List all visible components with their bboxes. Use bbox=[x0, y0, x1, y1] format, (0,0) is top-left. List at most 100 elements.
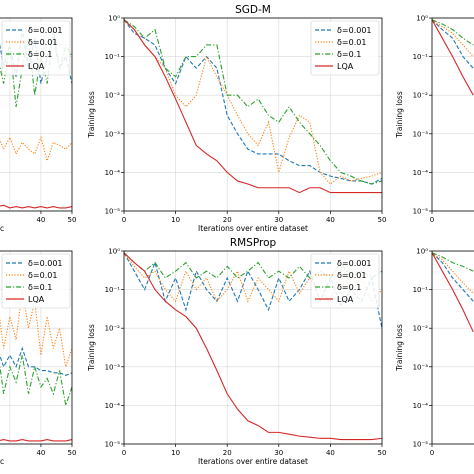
cropped-label: c bbox=[0, 224, 4, 233]
y-tick-label: 10⁻² bbox=[105, 325, 121, 333]
y-tick-label: 10⁻⁵ bbox=[413, 441, 429, 449]
series-group bbox=[432, 252, 474, 333]
x-tick-label: 40 bbox=[326, 449, 335, 457]
series-line-LQA bbox=[432, 19, 474, 96]
x-tick-label: 20 bbox=[223, 449, 232, 457]
legend-box bbox=[1, 253, 71, 309]
series-line-0_01 bbox=[432, 19, 474, 57]
series-line-0_1 bbox=[432, 252, 474, 272]
series-line-0_001 bbox=[432, 252, 474, 302]
x-tick-label: 10 bbox=[171, 216, 180, 224]
axes-frame bbox=[431, 17, 474, 212]
legend: δ=0.001 δ=0.01 δ=0.1 LQA bbox=[310, 253, 380, 309]
legend-box bbox=[1, 20, 71, 76]
legend-label: δ=0.1 bbox=[28, 283, 52, 292]
axes-frame bbox=[431, 250, 474, 445]
series-line-LQA bbox=[124, 252, 382, 441]
y-tick-label: 10⁻³ bbox=[105, 130, 121, 138]
x-tick-label: 50 bbox=[68, 216, 77, 224]
series-group bbox=[0, 289, 72, 442]
panel-3: 40 50 c δ=0.001 δ=0.01 δ=0.1 LQA bbox=[0, 250, 77, 466]
legend-label: δ=0.001 bbox=[28, 26, 63, 35]
x-tick-label: 0 bbox=[430, 216, 434, 224]
legend: δ=0.001 δ=0.01 δ=0.1 LQA bbox=[310, 20, 380, 76]
y-tick-label: 10⁰ bbox=[416, 248, 428, 256]
legend-label: δ=0.1 bbox=[337, 283, 361, 292]
series-line-0_001 bbox=[0, 346, 72, 376]
series-line-0_001 bbox=[124, 19, 382, 185]
series-group bbox=[432, 19, 474, 96]
y-tick-label: 10⁰ bbox=[108, 248, 120, 256]
legend-label: δ=0.001 bbox=[337, 259, 372, 268]
chart-title: RMSProp bbox=[230, 237, 277, 249]
panel-4: 10⁻⁵ 10⁻⁴ 10⁻³ 10⁻² 10⁻¹ 10⁰ 0 10 20 30 40 50 RMSPro… bbox=[87, 237, 386, 466]
y-tick-label: 10⁻⁵ bbox=[105, 441, 121, 449]
legend-label: δ=0.1 bbox=[28, 50, 52, 59]
series-line-LQA bbox=[0, 439, 72, 442]
legend-label: δ=0.1 bbox=[337, 50, 361, 59]
x-tick-label: 50 bbox=[68, 449, 77, 457]
x-tick-label: 40 bbox=[326, 216, 335, 224]
y-tick-label: 10⁻³ bbox=[413, 363, 429, 371]
y-tick-label: 10⁻⁵ bbox=[413, 208, 429, 216]
grid bbox=[432, 251, 474, 444]
y-tick-label: 10⁰ bbox=[108, 15, 120, 23]
panel-2: 10⁻⁵ 10⁻⁴ 10⁻³ 10⁻² 10⁻¹ 10⁰ 0 Training loss bbox=[395, 15, 474, 224]
legend-box bbox=[310, 20, 380, 76]
x-tick-label: 20 bbox=[223, 216, 232, 224]
y-axis-label: Training loss bbox=[87, 324, 96, 372]
panel-1: 10⁻⁵ 10⁻⁴ 10⁻³ 10⁻² 10⁻¹ 10⁰ 0 10 20 30 40 50 SGD-M I… bbox=[87, 4, 386, 233]
series-line-0_1 bbox=[0, 355, 72, 406]
legend-label: δ=0.01 bbox=[28, 38, 57, 47]
x-tick-label: 0 bbox=[430, 449, 434, 457]
legend-label: δ=0.01 bbox=[337, 38, 366, 47]
y-tick-label: 10⁰ bbox=[416, 15, 428, 23]
x-tick-label: 50 bbox=[378, 216, 387, 224]
series-line-LQA bbox=[432, 252, 474, 333]
chart-title: SGD-M bbox=[235, 4, 271, 16]
y-tick-label: 10⁻⁴ bbox=[105, 169, 121, 177]
y-tick-label: 10⁻² bbox=[413, 325, 429, 333]
legend-label: LQA bbox=[337, 295, 354, 304]
grid bbox=[432, 18, 474, 211]
x-tick-label: 40 bbox=[36, 449, 45, 457]
y-tick-label: 10⁻³ bbox=[413, 130, 429, 138]
axes-frame bbox=[123, 17, 383, 212]
x-axis-label: Iterations over entire dataset bbox=[198, 457, 308, 466]
legend: δ=0.001 δ=0.01 δ=0.1 LQA bbox=[1, 20, 71, 76]
panel-0: 40 50 c δ=0.001 δ=0.01 δ=0.1 LQA bbox=[0, 17, 77, 233]
y-axis-label: Training loss bbox=[87, 91, 96, 139]
legend-label: δ=0.001 bbox=[337, 26, 372, 35]
axes-frame bbox=[0, 250, 73, 445]
legend-label: δ=0.001 bbox=[28, 259, 63, 268]
y-tick-label: 10⁻¹ bbox=[413, 286, 429, 294]
panel-5: 10⁻⁵ 10⁻⁴ 10⁻³ 10⁻² 10⁻¹ 10⁰ 0 Training loss bbox=[395, 248, 474, 457]
legend-box bbox=[310, 253, 380, 309]
y-tick-label: 10⁻³ bbox=[105, 363, 121, 371]
series-line-0_01 bbox=[432, 252, 474, 294]
series-line-LQA bbox=[124, 19, 382, 194]
y-axis-label: Training loss bbox=[395, 91, 404, 139]
series-line-0_1 bbox=[124, 19, 382, 185]
series-line-0_1 bbox=[432, 19, 474, 46]
axes-frame bbox=[123, 250, 383, 445]
series-line-0_01 bbox=[0, 135, 72, 163]
axes-frame bbox=[0, 17, 73, 212]
x-tick-label: 0 bbox=[122, 216, 126, 224]
legend-label: δ=0.01 bbox=[28, 271, 57, 280]
y-tick-label: 10⁻¹ bbox=[105, 286, 121, 294]
x-tick-label: 50 bbox=[378, 449, 387, 457]
series-group bbox=[124, 19, 382, 194]
x-axis-label: Iterations over entire dataset bbox=[198, 224, 308, 233]
x-tick-label: 40 bbox=[36, 216, 45, 224]
y-tick-label: 10⁻⁴ bbox=[105, 402, 121, 410]
x-tick-label: 30 bbox=[274, 449, 283, 457]
series-line-0_001 bbox=[432, 19, 474, 69]
legend-label: LQA bbox=[28, 62, 45, 71]
x-tick-label: 30 bbox=[274, 216, 283, 224]
y-tick-label: 10⁻⁴ bbox=[413, 402, 429, 410]
y-tick-label: 10⁻⁴ bbox=[413, 169, 429, 177]
cropped-label: c bbox=[0, 457, 4, 466]
legend-label: LQA bbox=[28, 295, 45, 304]
